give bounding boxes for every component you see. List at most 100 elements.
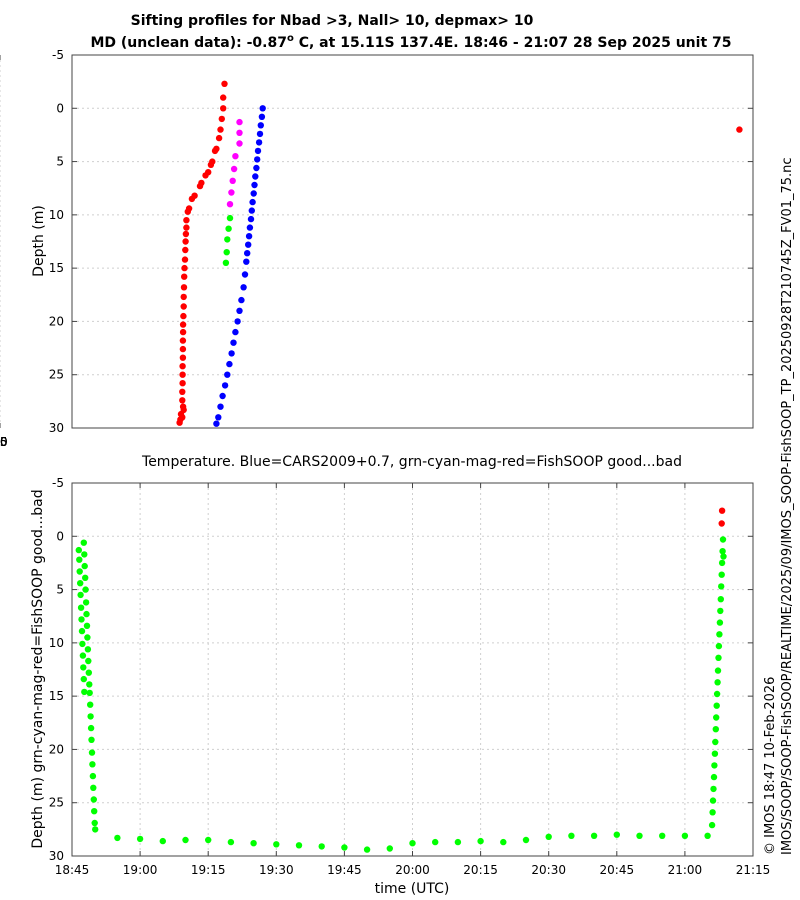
bottom-data-point — [89, 761, 96, 768]
bottom-data-point — [363, 846, 371, 853]
bottom-data-point — [79, 640, 86, 648]
bottom-grid — [71, 482, 754, 857]
bottom-data-point — [719, 536, 727, 543]
top-data-point — [179, 345, 187, 353]
top-y-tick-label: 25 — [49, 368, 64, 382]
top-data-point — [181, 273, 188, 280]
bottom-x-tick-label: 20:30 — [531, 863, 566, 877]
bottom-data-point — [91, 808, 98, 815]
top-data-point — [217, 403, 224, 410]
bottom-data-point — [715, 654, 722, 661]
bottom-data-point — [568, 832, 575, 839]
top-y-axis-label: Depth (m) — [31, 205, 47, 277]
top-grid — [0, 54, 753, 429]
top-data-point — [254, 147, 262, 155]
bottom-data-point — [85, 669, 93, 676]
top-data-point — [180, 284, 188, 291]
top-x-tick-label: 45 — [0, 435, 8, 449]
bottom-data-point — [82, 574, 89, 581]
bottom-y-tick-label: 20 — [49, 742, 64, 756]
bottom-data-point — [710, 773, 718, 781]
bottom-data-point — [227, 838, 235, 846]
bottom-data-point — [87, 713, 94, 720]
top-data-point — [247, 215, 255, 223]
bottom-x-ticks: 18:45 19:00 19:15 19:30 19:45 20:00 20:15 20:30… — [55, 483, 770, 877]
bottom-data-point — [87, 701, 94, 708]
degree-symbol: o — [287, 33, 294, 44]
top-data-point — [736, 126, 743, 133]
bottom-data-point — [713, 702, 720, 709]
bottom-y-tick-label: -5 — [52, 476, 64, 490]
bottom-data-point — [718, 571, 725, 578]
top-data-point — [251, 181, 258, 189]
bottom-data-point — [82, 599, 90, 606]
top-data-point — [254, 156, 261, 163]
bottom-data-point — [86, 681, 93, 688]
top-data-point — [249, 198, 256, 206]
bottom-data-point — [713, 690, 721, 698]
top-data-point — [220, 94, 227, 101]
top-data-point — [236, 307, 243, 314]
top-x-axis-label: Temperature. Blue=CARS2009+0.7, grn-cyan… — [141, 454, 682, 470]
bottom-x-tick-label: 18:45 — [55, 863, 90, 877]
bottom-data-point — [718, 559, 726, 567]
top-data-point — [217, 126, 224, 133]
top-data-point — [226, 214, 234, 222]
bottom-data-point — [88, 749, 96, 756]
bottom-data-point — [709, 809, 716, 816]
bottom-data-point — [136, 835, 144, 843]
top-data-point — [253, 164, 260, 172]
bottom-data-point — [432, 838, 439, 846]
top-data-point — [188, 195, 196, 203]
bottom-data-point — [90, 796, 98, 803]
bottom-data-point — [500, 838, 507, 846]
top-data-point — [218, 115, 225, 123]
bottom-data-point — [88, 736, 95, 743]
top-data-point — [180, 303, 187, 310]
bottom-data-point — [159, 837, 166, 845]
bottom-data-point — [659, 832, 666, 839]
top-data-point — [222, 259, 230, 266]
bottom-y-tick-label: 15 — [49, 689, 64, 703]
bottom-data-point — [712, 738, 719, 746]
top-data-point — [243, 258, 250, 265]
bottom-x-tick-label: 20:45 — [600, 863, 635, 877]
top-x-tick-label: 25 — [0, 435, 8, 449]
bottom-data-point — [716, 631, 723, 638]
bottom-data-point — [712, 726, 719, 733]
bottom-x-tick-label: 19:45 — [327, 863, 362, 877]
top-data-point — [183, 217, 190, 224]
bottom-data-point — [80, 664, 87, 671]
top-y-tick-label: 10 — [49, 208, 64, 222]
top-data-point — [258, 113, 266, 121]
bottom-data-point — [182, 836, 189, 844]
bottom-data-point — [81, 688, 88, 696]
bottom-data-point — [636, 832, 643, 839]
bottom-data-point — [77, 604, 85, 611]
bottom-data-point — [78, 616, 85, 623]
top-data-point — [215, 134, 223, 142]
bottom-data-point — [91, 819, 98, 827]
top-data-point — [179, 328, 187, 336]
bottom-data-point — [86, 689, 93, 697]
top-x-ticks: 202530354045 — [0, 55, 8, 449]
bottom-data-point — [522, 836, 530, 844]
top-data-point — [179, 321, 187, 328]
top-data-point — [221, 80, 228, 88]
top-data-point — [179, 354, 187, 361]
bottom-data-point — [83, 622, 91, 629]
bottom-y-ticks: -5 0 5 10 15 20 25 30 — [49, 476, 753, 863]
top-data-point — [183, 224, 190, 231]
title-line-2: MD (unclean data): -0.87o C, at 15.11S 1… — [90, 33, 731, 51]
bottom-data-point — [718, 583, 725, 590]
side-credit: © IMOS 18:47 10-Feb-2026 — [763, 677, 778, 855]
bottom-data-point — [718, 520, 725, 527]
bottom-data-point — [717, 607, 724, 615]
top-data-point — [229, 177, 236, 184]
bottom-data-point — [454, 838, 462, 846]
top-data-point — [232, 153, 239, 160]
bottom-data-point — [720, 553, 727, 560]
title-line-1: Sifting profiles for Nbad >3, Nall> 10, … — [131, 13, 534, 29]
side-file-path: IMOS/SOOP/SOOP-FishSOOP/REALTIME/2025/09… — [780, 157, 795, 855]
